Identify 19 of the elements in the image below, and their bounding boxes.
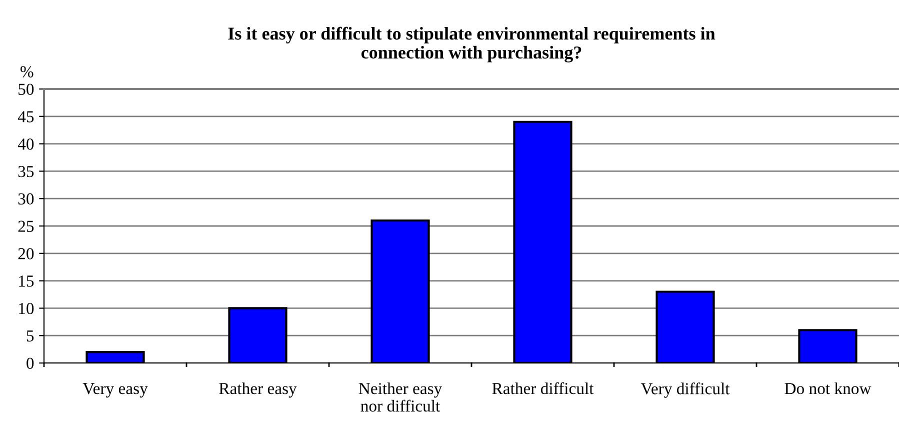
y-tick-label: 30 [18,193,34,205]
y-tick-label: 0 [26,358,34,369]
y-tick-label: 15 [19,276,34,287]
y-tick-label: 25 [18,220,34,232]
chart-title: Is it easy or difficult to stipulate environmental requirements in connection with purchasing? [228,26,716,62]
x-tick-label: Do not know [784,382,872,394]
x-tick-label: Neither easy nor difficult [358,382,442,412]
y-tick-label: 20 [18,248,34,260]
y-tick-label: 5 [26,330,34,342]
y-tick-label: 45 [18,111,34,122]
y-tick-label: 40 [18,138,34,150]
y-tick-label: 50 [18,84,34,95]
y-axis-title: % [20,66,34,78]
x-tick-label: Very easy [82,383,148,398]
x-tick-label: Very difficult [640,382,730,398]
x-tick-label: Rather easy [219,382,297,398]
y-tick-label: 10 [19,302,34,314]
y-tick-label: 35 [18,166,34,178]
x-tick-label: Rather difficult [492,382,594,394]
